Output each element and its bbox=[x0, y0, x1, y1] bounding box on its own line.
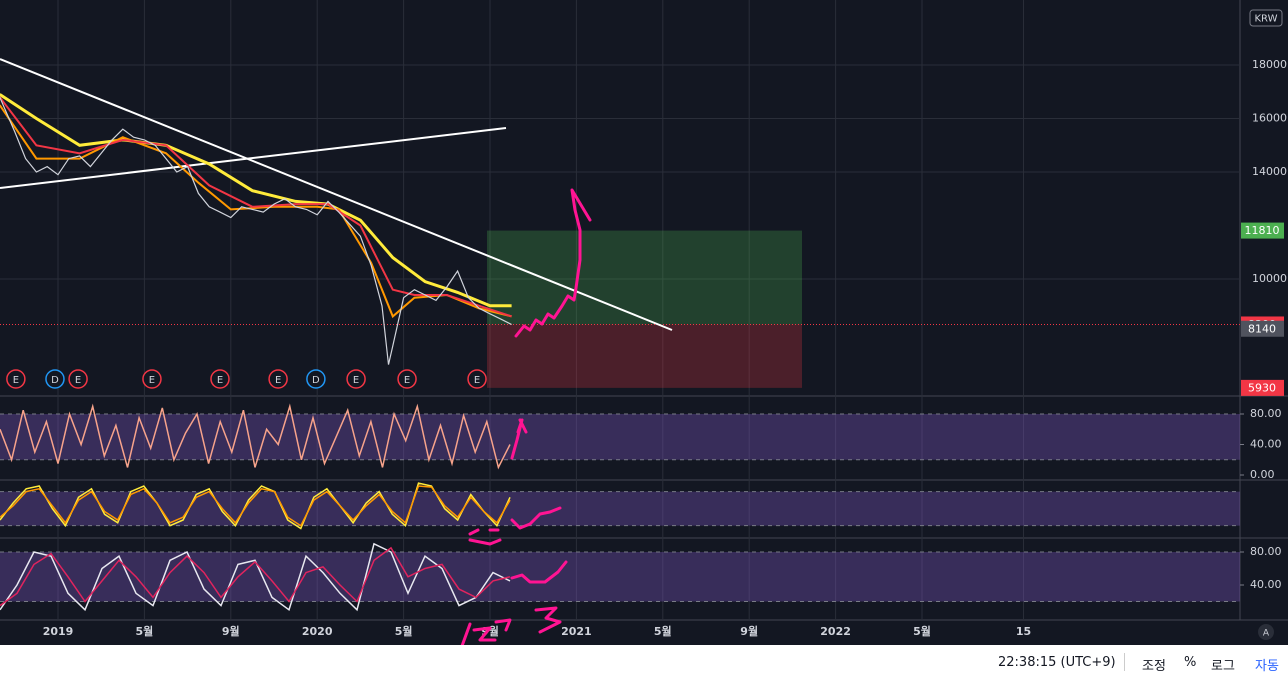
event-marker bbox=[210, 369, 230, 389]
time-axis-label: 2019 bbox=[43, 625, 74, 638]
auto-button[interactable]: 자동 bbox=[1255, 659, 1279, 674]
hand-drawing bbox=[460, 618, 512, 645]
osc-tick-label: 0.00 bbox=[1250, 468, 1275, 481]
oscillator-band bbox=[0, 414, 1240, 460]
chart: 2019 5월 9월 2020 5월 9월 2021 5월 9월 2022 5월 1518000160… bbox=[0, 0, 1288, 645]
time-axis-label: 5월 bbox=[136, 624, 154, 638]
price-tag bbox=[1241, 222, 1284, 239]
oscillator-line bbox=[0, 542, 511, 612]
oscillator-line bbox=[0, 482, 511, 530]
oscillator-band bbox=[0, 552, 1240, 602]
loss-zone bbox=[487, 324, 802, 388]
event-label: E bbox=[275, 375, 281, 386]
event-label: D bbox=[312, 375, 320, 386]
event-marker bbox=[68, 369, 88, 389]
osc-tick-label: 40.00 bbox=[1250, 438, 1282, 451]
event-marker bbox=[6, 369, 26, 389]
percent-button[interactable]: % bbox=[1184, 655, 1197, 670]
price-line bbox=[0, 96, 512, 365]
clock: 22:38:15 (UTC+9) bbox=[998, 655, 1116, 670]
event-label: E bbox=[474, 375, 480, 386]
time-axis-label: 5월 bbox=[395, 624, 413, 638]
hand-drawing bbox=[510, 418, 528, 460]
adjust-button[interactable]: 조정 bbox=[1142, 659, 1166, 674]
event-label: E bbox=[149, 375, 155, 386]
event-label: E bbox=[217, 375, 223, 386]
event-marker bbox=[467, 369, 487, 389]
price-tag bbox=[1241, 320, 1284, 337]
event-marker bbox=[306, 369, 326, 389]
price-tick-label: 18000 bbox=[1252, 58, 1287, 71]
hand-drawing bbox=[514, 188, 592, 338]
time-axis-label: 15 bbox=[1016, 625, 1031, 638]
status-bar: 22:38:15 (UTC+9) 조정 % 로그 자동 bbox=[0, 645, 1288, 678]
hand-drawing bbox=[468, 528, 502, 546]
event-marker bbox=[268, 369, 288, 389]
divider bbox=[1124, 653, 1125, 671]
event-label: D bbox=[51, 375, 59, 386]
hand-drawing bbox=[534, 606, 562, 634]
profit-zone bbox=[487, 230, 802, 325]
price-tag-label: 5930 bbox=[1248, 381, 1276, 394]
moving-average bbox=[0, 96, 512, 318]
event-label: E bbox=[13, 375, 19, 386]
event-marker bbox=[142, 369, 162, 389]
price-tag-label: 8140 bbox=[1248, 322, 1276, 335]
time-axis-label: 2022 bbox=[820, 625, 851, 638]
event-marker bbox=[346, 369, 366, 389]
time-axis-label: 2020 bbox=[302, 625, 333, 638]
price-tag bbox=[1241, 379, 1284, 396]
time-axis-label: 2021 bbox=[561, 625, 592, 638]
hand-drawing bbox=[510, 506, 562, 530]
trend-line bbox=[0, 127, 507, 189]
time-axis-label: 9월 bbox=[740, 624, 758, 638]
currency-badge bbox=[1249, 9, 1283, 27]
time-axis-label: 9월 bbox=[222, 624, 240, 638]
scale-mode-button[interactable] bbox=[1258, 624, 1274, 640]
price-tick-label: 14000 bbox=[1252, 165, 1287, 178]
oscillator-line bbox=[0, 403, 511, 470]
oscillator-line bbox=[0, 485, 511, 527]
oscillator-line bbox=[0, 546, 511, 607]
osc-tick-label: 40.00 bbox=[1250, 578, 1282, 591]
scale-mode-label: A bbox=[1263, 629, 1270, 639]
event-label: E bbox=[404, 375, 410, 386]
event-label: E bbox=[353, 375, 359, 386]
price-tick-label: 10000 bbox=[1252, 272, 1287, 285]
osc-tick-label: 80.00 bbox=[1250, 407, 1282, 420]
event-label: E bbox=[75, 375, 81, 386]
price-tag-label: 11810 bbox=[1245, 224, 1280, 237]
currency-label: KRW bbox=[1255, 14, 1278, 25]
time-axis-label: 5월 bbox=[654, 624, 672, 638]
price-tick-label: 16000 bbox=[1252, 112, 1287, 125]
trend-line bbox=[0, 58, 673, 331]
hand-drawing bbox=[510, 560, 568, 584]
event-marker bbox=[45, 369, 65, 389]
osc-tick-label: 80.00 bbox=[1250, 545, 1282, 558]
time-axis-label: 5월 bbox=[913, 624, 931, 638]
oscillator-band bbox=[0, 491, 1240, 526]
log-button[interactable]: 로그 bbox=[1211, 659, 1235, 674]
moving-average bbox=[0, 93, 512, 308]
event-marker bbox=[397, 369, 417, 389]
